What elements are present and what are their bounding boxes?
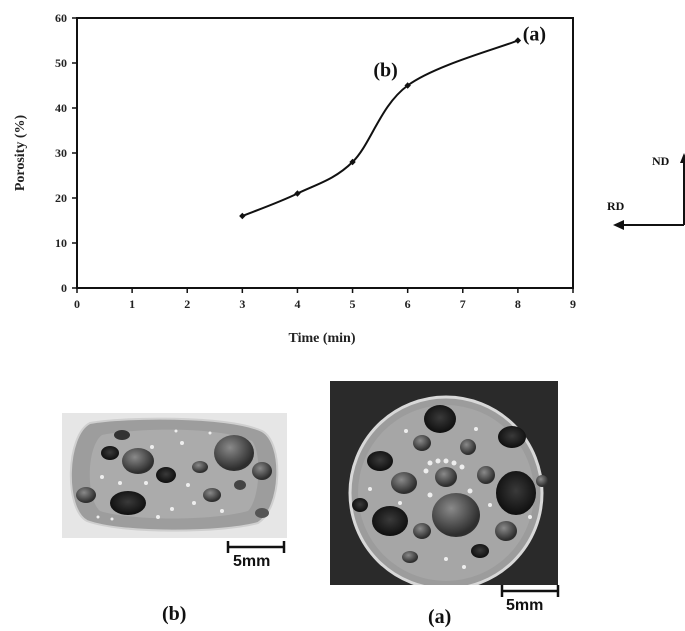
scale-bar-b (226, 541, 286, 553)
scale-bar-b-label: 5mm (233, 553, 271, 570)
rd-label: RD (607, 199, 625, 213)
x-tick-label: 0 (74, 297, 80, 311)
plot-frame (76, 17, 574, 289)
sample-a-image (330, 381, 558, 585)
rd-arrow-head (613, 220, 624, 230)
data-point (294, 190, 301, 197)
y-tick-label: 30 (55, 146, 67, 160)
chart-annotation: (a) (523, 24, 546, 46)
x-tick-label: 8 (515, 297, 521, 311)
y-tick-label: 10 (55, 236, 67, 250)
x-tick-label: 7 (460, 297, 466, 311)
data-point (514, 37, 522, 44)
x-tick-label: 3 (239, 297, 245, 311)
x-tick-label: 1 (129, 297, 135, 311)
data-point (239, 212, 246, 220)
y-tick-label: 50 (55, 56, 67, 70)
direction-indicator: ND RD (607, 153, 685, 230)
chart-annotation: (b) (373, 60, 397, 82)
photo-b-caption: (b) (162, 603, 187, 625)
y-tick-label: 40 (55, 101, 67, 115)
x-axis-title: Time (min) (288, 331, 355, 346)
scale-bar-a (500, 585, 560, 597)
x-tick-label: 6 (405, 297, 411, 311)
x-tick-label: 2 (184, 297, 190, 311)
nd-arrow-head (680, 153, 685, 163)
nd-label: ND (652, 154, 670, 168)
y-tick-label: 60 (55, 11, 67, 25)
x-tick-label: 9 (570, 297, 576, 311)
scale-bar-a-label: 5mm (506, 597, 544, 614)
data-point (404, 82, 411, 89)
y-tick-label: 20 (55, 191, 67, 205)
y-axis-title: Porosity (%) (13, 114, 28, 191)
x-tick-label: 4 (294, 297, 300, 311)
x-tick-label: 5 (350, 297, 356, 311)
sample-photo-b (62, 413, 287, 538)
series-line (241, 39, 519, 217)
data-point (349, 158, 356, 166)
sample-photo-a (330, 381, 558, 585)
sample-b-image (62, 413, 287, 538)
plot-area: 0 1 2 3 4 5 6 7 8 9 0 10 20 30 40 50 60 (b) (a) (55, 11, 576, 311)
y-tick-label: 0 (61, 281, 67, 295)
photo-a-caption: (a) (428, 606, 452, 628)
